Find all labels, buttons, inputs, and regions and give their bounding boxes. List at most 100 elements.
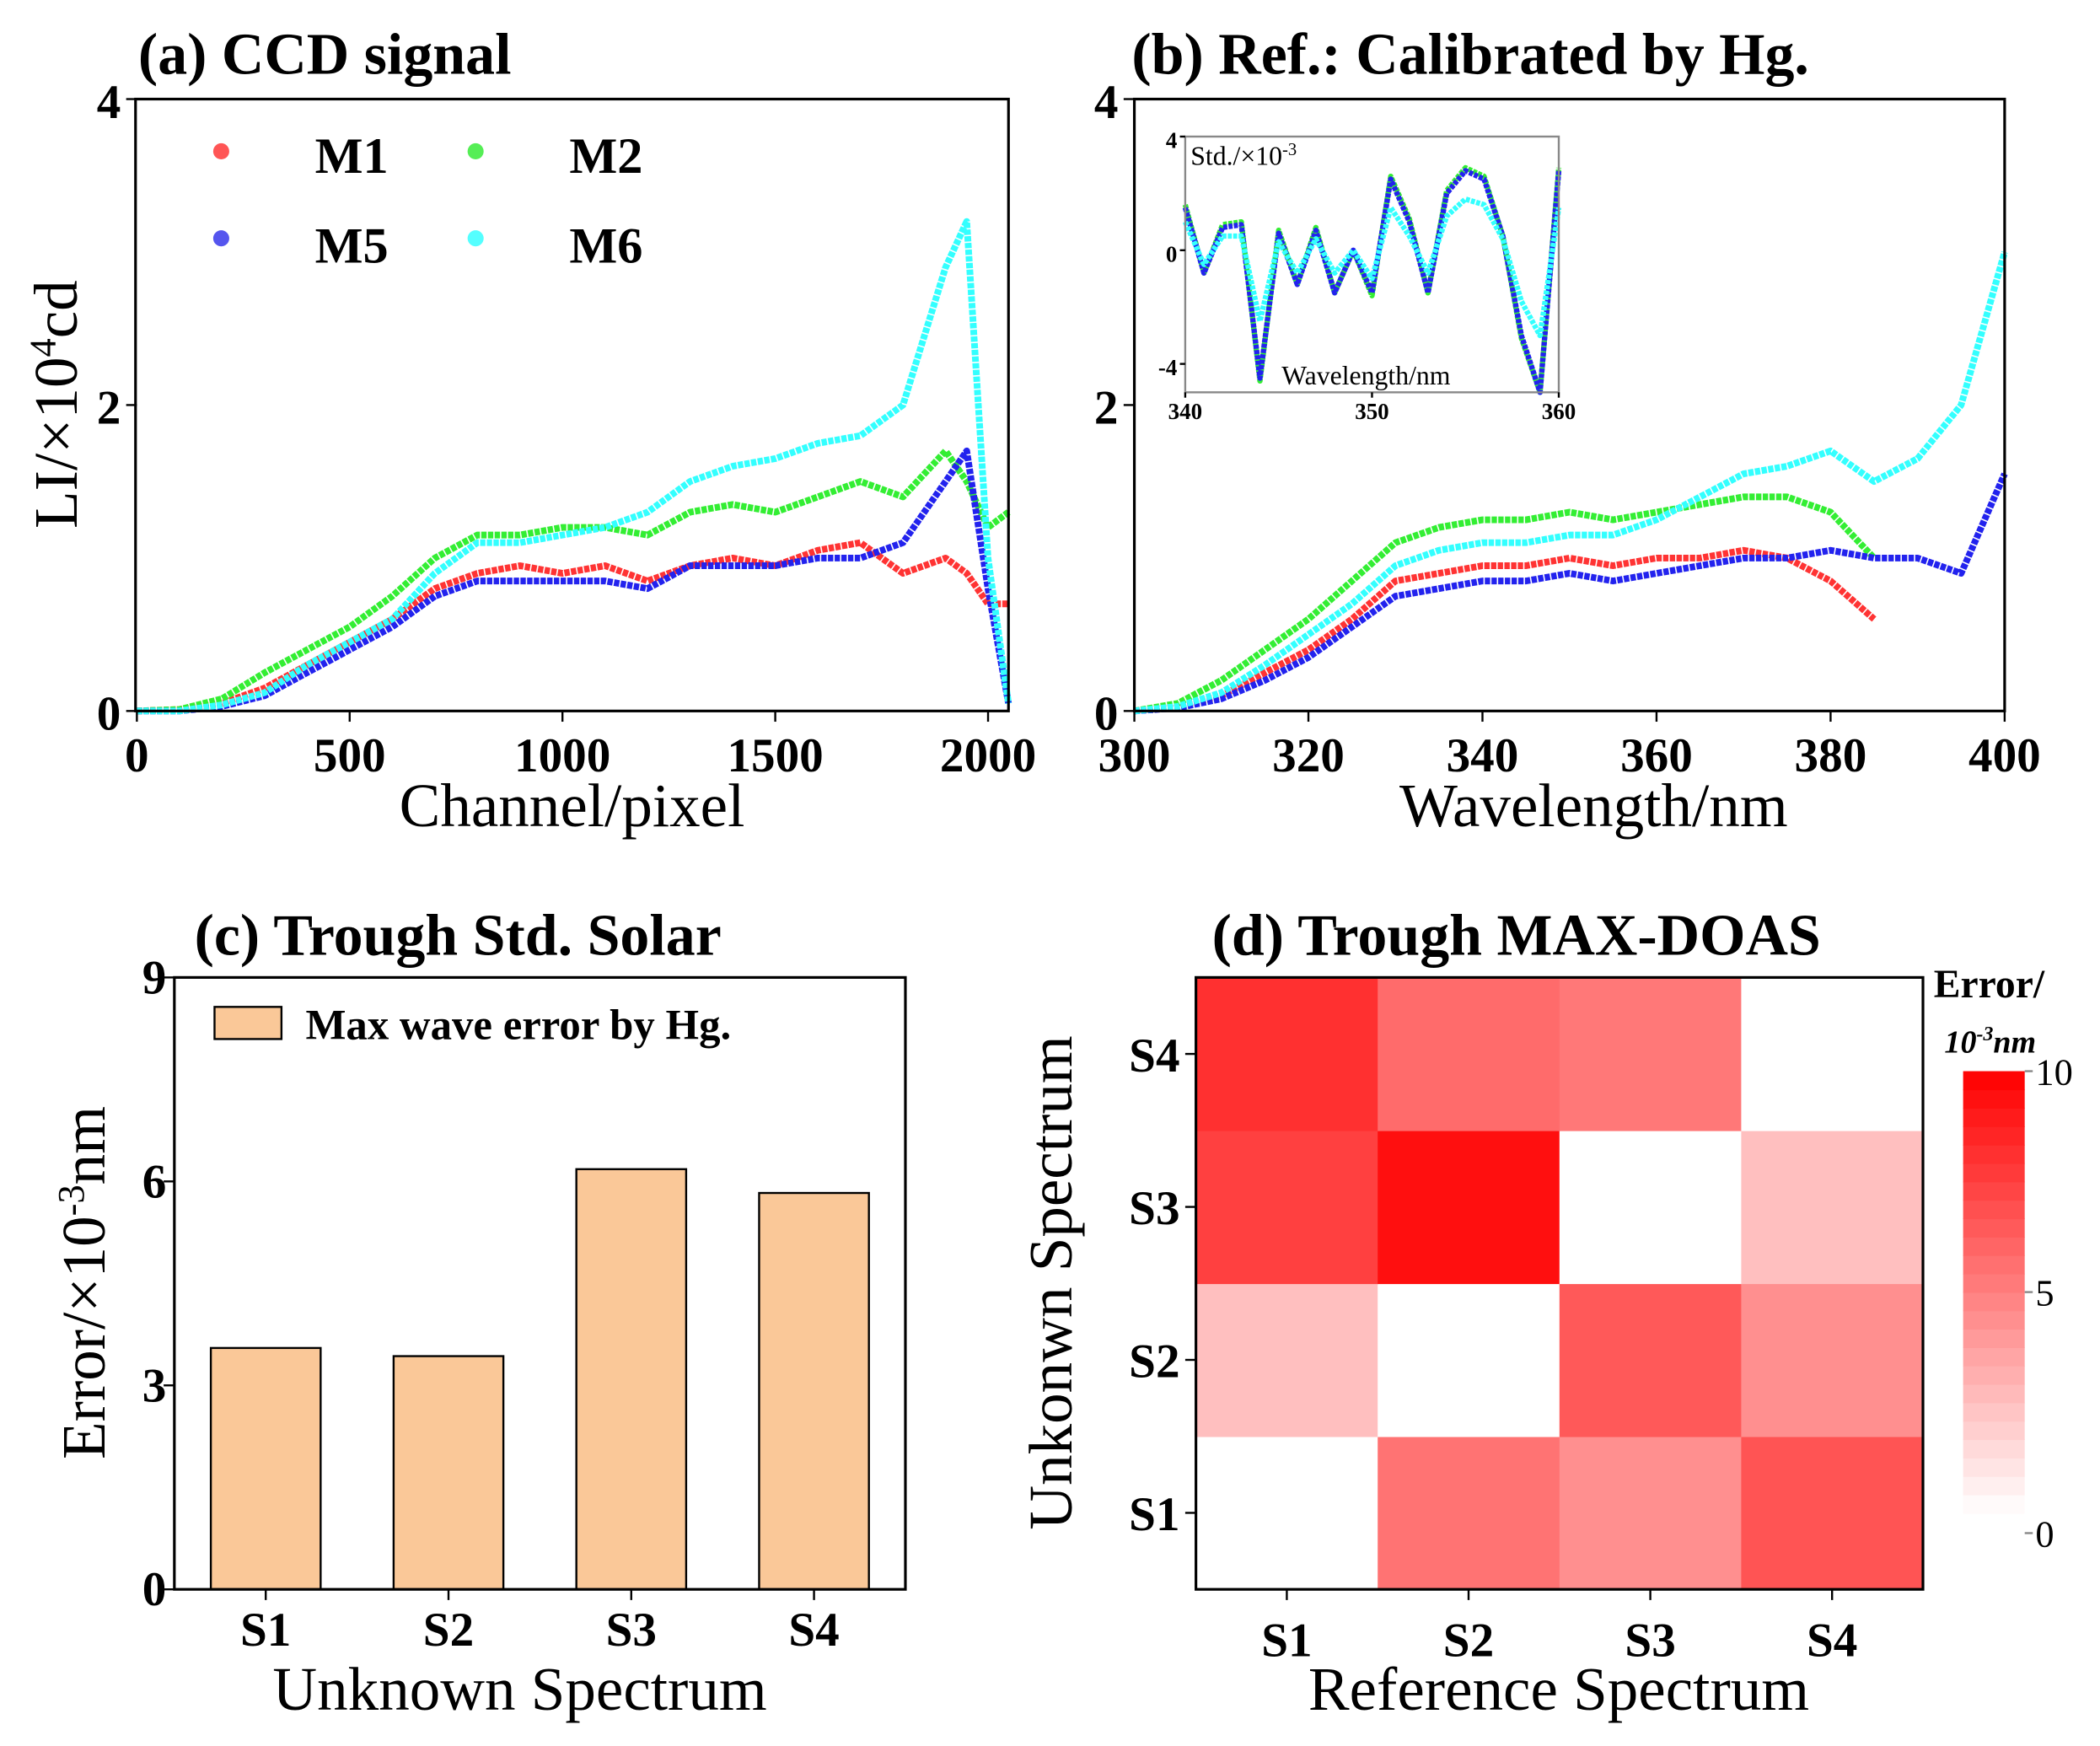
x-tick-label: 300	[1098, 729, 1171, 782]
series-line-m6	[1134, 250, 2008, 715]
panel-a: (a) CCD signal 0 500 1000 1500 2000 0 2 4 Chann…	[21, 22, 1036, 840]
colorbar-tick-label: 10	[2035, 1050, 2072, 1093]
x-tick-label: S3	[606, 1604, 657, 1657]
series-line-m1	[137, 539, 1009, 715]
panel-c-plot-area	[209, 1168, 870, 1591]
panel-b-xlabel: Wavelength/nm	[1399, 771, 1788, 840]
x-tick-label: 380	[1795, 729, 1867, 782]
x-tick-label: 340	[1447, 729, 1519, 782]
panel-a-ticks: 0 500 1000 1500 2000 0 2 4	[97, 76, 1036, 782]
y-tick-label: S2	[1129, 1335, 1179, 1389]
inset-ticks: 340 350 360 -4 0 4	[1158, 127, 1576, 424]
heatmap-cell-s3-s1	[1195, 1130, 1379, 1285]
heatmap-cell-s1-s2	[1378, 1436, 1560, 1590]
x-tick-label: 0	[125, 729, 149, 782]
y-tick-label: S1	[1129, 1488, 1179, 1541]
panel-b-plot-area	[1133, 250, 2008, 715]
colorbar-unit: 10-3nm	[1944, 1023, 2036, 1060]
x-tick-label: 320	[1272, 729, 1345, 782]
legend-marker-m2	[467, 142, 484, 159]
colorbar-step	[1963, 1126, 2025, 1146]
heatmap-cell-s2-s4	[1741, 1283, 1924, 1437]
panel-c-ticks: S1 S2 S3 S4 0 3 6 9	[142, 951, 840, 1656]
colorbar-step	[1963, 1181, 2025, 1201]
colorbar-title: Error/	[1934, 963, 2045, 1007]
x-tick-label: 1000	[514, 729, 610, 782]
panel-b-inset: 340 350 360 -4 0 4 Std./×10-3 Wavelength/nm	[1158, 127, 1576, 424]
inset-ylabel: Std./×10-3	[1190, 141, 1297, 170]
bar-s1	[209, 1346, 322, 1591]
colorbar-step	[1963, 1458, 2025, 1477]
legend-label-m5: M5	[315, 218, 389, 274]
bar-s3	[575, 1168, 688, 1591]
legend-label-m2: M2	[569, 128, 642, 185]
panel-c-ylabel: Error/×10-3nm	[50, 1106, 118, 1459]
heatmap-cell-s3-s2	[1378, 1130, 1560, 1285]
heatmap-cell-s1-s4	[1741, 1436, 1924, 1590]
legend-label-m6: M6	[569, 218, 642, 274]
panel-a-ylabel: LI/×104cd	[21, 280, 89, 529]
heatmap-cell-s4-s1	[1195, 977, 1379, 1131]
x-tick-label: S1	[240, 1604, 291, 1657]
series-line-m5	[1134, 472, 2008, 715]
y-tick-label: 4	[1166, 127, 1178, 153]
y-tick-label: S3	[1129, 1182, 1179, 1235]
heatmap-cell-s4-s2	[1378, 977, 1560, 1131]
panel-a-frame	[134, 97, 1010, 712]
heatmap-cell-s4-s3	[1559, 977, 1743, 1131]
legend-label: Max wave error by Hg.	[305, 1001, 731, 1048]
panel-c-legend: Max wave error by Hg.	[213, 1001, 731, 1048]
y-tick-label: 3	[142, 1359, 167, 1412]
panel-d-xlabel: Reference Spectrum	[1308, 1655, 1809, 1723]
panel-d: (d) Trough MAX-DOAS S1 S2 S3 S4 S1 S2 S3 S4 Ref…	[1017, 903, 2073, 1723]
colorbar-step	[1963, 1108, 2025, 1127]
colorbar-step	[1963, 1218, 2025, 1238]
x-tick-label: S2	[423, 1604, 474, 1657]
colorbar-step	[1963, 1163, 2025, 1183]
y-tick-label: 4	[1094, 76, 1119, 129]
panel-d-ylabel: Unkonwn Spectrum	[1017, 1035, 1085, 1529]
y-tick-label: -4	[1158, 355, 1177, 380]
colorbar-step	[1963, 1292, 2025, 1312]
panel-c-frame	[173, 975, 907, 1591]
x-tick-label: 1500	[727, 729, 823, 782]
series-line-m2	[137, 447, 1011, 715]
colorbar-step	[1963, 1200, 2025, 1220]
heatmap-cell-s3-s4	[1741, 1130, 1924, 1285]
heatmap-cell-s2-s2	[1378, 1283, 1560, 1437]
inset-background	[1184, 136, 1560, 393]
legend-marker-m6	[467, 230, 484, 247]
panel-c-title: (c) Trough Std. Solar	[195, 903, 722, 968]
colorbar-step	[1963, 1402, 2025, 1422]
panel-c-xlabel: Unknown Spectrum	[272, 1655, 766, 1723]
panel-b-title: (b) Ref.: Calibrated by Hg.	[1131, 22, 1809, 87]
panel-a-title: (a) CCD signal	[138, 22, 512, 87]
panel-a-legend: M1 M2 M5 M6	[212, 128, 642, 274]
colorbar-step	[1963, 1365, 2025, 1385]
colorbar-step	[1963, 1273, 2025, 1293]
x-tick-label: 350	[1355, 399, 1388, 424]
colorbar-step	[1963, 1329, 2025, 1348]
series-line-m1	[1134, 546, 1877, 715]
colorbar-step	[1963, 1383, 2025, 1404]
colorbar-ticks: 0 5 10	[2024, 1050, 2073, 1555]
x-tick-label: 2000	[940, 729, 1036, 782]
x-tick-label: S2	[1443, 1614, 1494, 1668]
bar-s4	[758, 1191, 870, 1591]
x-tick-label: S4	[788, 1604, 839, 1657]
x-tick-label: 360	[1542, 399, 1576, 424]
x-tick-label: S1	[1261, 1614, 1312, 1668]
x-tick-label: 500	[314, 729, 386, 782]
y-tick-label: 2	[1094, 382, 1119, 435]
y-tick-label: S4	[1129, 1029, 1179, 1083]
panel-d-ticks: S1 S2 S3 S4 S1 S2 S3 S4	[1129, 1029, 1857, 1668]
colorbar-step	[1963, 1494, 2025, 1514]
panel-a-plot-area	[137, 218, 1012, 715]
x-tick-label: 400	[1968, 729, 2041, 782]
y-tick-label: 0	[97, 688, 121, 741]
y-tick-label: 0	[142, 1563, 167, 1616]
legend-label-m1: M1	[315, 128, 389, 185]
legend-marker-m5	[212, 230, 229, 247]
heatmap-cell-s3-s3	[1559, 1130, 1743, 1285]
